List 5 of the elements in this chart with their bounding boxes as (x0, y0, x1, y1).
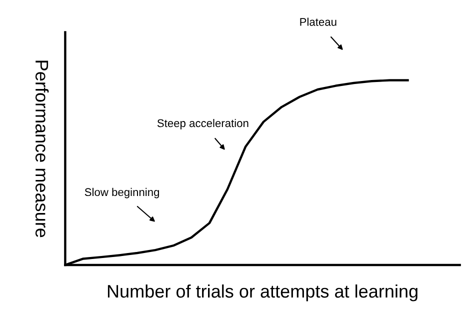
x-axis-title: Number of trials or attempts at learning (108, 284, 418, 302)
annotation: Slow beginning (84, 188, 160, 198)
annotation: Steep acceleration (157, 118, 248, 130)
text: Plateau (300, 18, 336, 26)
y-axis-title: Performance measure (35, 60, 49, 238)
